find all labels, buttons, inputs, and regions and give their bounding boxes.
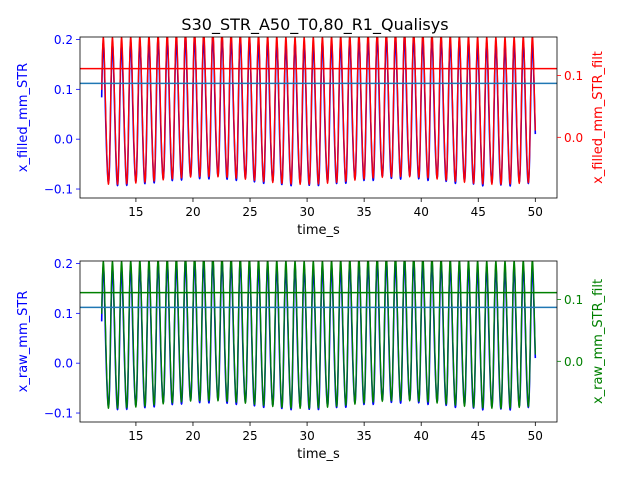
panel1-plot-area — [80, 261, 557, 412]
panel0-y-left-tick-label: 0.2 — [54, 33, 73, 47]
panel0-x-tick-label: 35 — [357, 205, 372, 219]
panel1-axes-frame — [79, 260, 558, 423]
panel0-x-tick-label: 20 — [185, 205, 200, 219]
panel0-x-tick-label: 30 — [299, 205, 314, 219]
panel1-x-axis-label: time_s — [297, 447, 340, 462]
panel1-x-tick-label: 50 — [528, 429, 543, 443]
panel1-y-left-tick-label: 0.0 — [54, 357, 73, 371]
panel1-y-left-tick-label: 0.2 — [54, 257, 73, 271]
panel0-y-left-tick-label: 0.0 — [54, 133, 73, 147]
panel0-y-left-tick-label: −0.1 — [44, 183, 73, 197]
panel1-y-right-tick-label: 0.1 — [564, 293, 583, 307]
panel0-y-right-axis-label: x_filled_mm_STR_filt — [591, 51, 606, 184]
panel0-x-tick-label: 25 — [242, 205, 257, 219]
panel1-x-tick-label: 35 — [357, 429, 372, 443]
panel0-y-left-tick-label: 0.1 — [54, 83, 73, 97]
panel0-y-right-tick-label: 0.0 — [564, 131, 583, 145]
panel1-x-tick-label: 45 — [471, 429, 486, 443]
panel1-y-left-axis-label: x_raw_mm_STR — [16, 291, 31, 393]
panel0-x-tick-label: 50 — [528, 205, 543, 219]
panel1-y-right-tick-label: 0.0 — [564, 355, 583, 369]
panel0-axes-frame — [79, 36, 558, 199]
panel0-y-left-axis-label: x_filled_mm_STR — [16, 63, 31, 172]
panel0-x-axis-label: time_s — [297, 223, 340, 238]
panel1-x-tick-label: 30 — [299, 429, 314, 443]
panel1-y-left-tick-label: 0.1 — [54, 307, 73, 321]
panel1-x-tick-label: 15 — [128, 429, 143, 443]
panel1-y-left-tick-label: −0.1 — [44, 407, 73, 421]
panel0-x-tick-label: 40 — [414, 205, 429, 219]
panel0-x-tick-label: 15 — [128, 205, 143, 219]
panel1-y-right-axis-label: x_raw_mm_STR_filt — [591, 279, 606, 404]
panel0-plot-area — [80, 37, 557, 188]
panel0-series-x_filled_mm_STR_filt — [101, 37, 536, 186]
panel1-series-x_raw_mm_STR_filt — [101, 261, 536, 410]
panel1-x-tick-label: 40 — [414, 429, 429, 443]
figure-title: S30_STR_A50_T0,80_R1_Qualisys — [181, 15, 448, 35]
top-panel: 15 20 25 30 35 40 45 50 time_s −0.1 0.0 0.1 0.2 x_fil… — [16, 33, 606, 238]
panel0-x-tick-label: 45 — [471, 205, 486, 219]
bottom-panel: 15 20 25 30 35 40 45 50 time_s −0.1 0.0 0.1 0.2 x_raw… — [16, 257, 606, 462]
panel1-x-tick-label: 20 — [185, 429, 200, 443]
panel1-x-tick-label: 25 — [242, 429, 257, 443]
panel0-y-right-tick-label: 0.1 — [564, 69, 583, 83]
